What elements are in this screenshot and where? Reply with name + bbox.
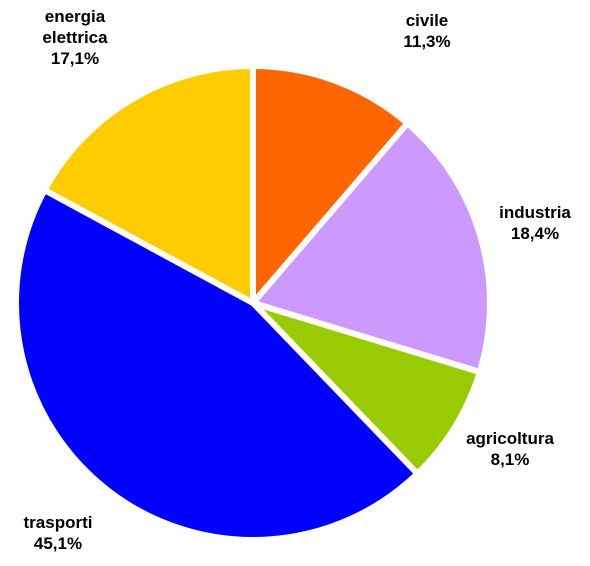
slice-label: trasporti 45,1% [3,512,113,554]
category-label: energia elettrica [42,7,108,47]
value-label: 11,3% [403,32,451,51]
value-label: 8,1% [490,450,530,469]
slice-label: industria 18,4% [480,202,590,244]
pie-slice [250,120,493,375]
pie-slice [250,300,483,477]
slice-label: agricoltura 8,1% [455,428,565,470]
slice-label: civile 11,3% [372,10,482,52]
pie-slice [41,63,256,306]
category-label: agricoltura [466,429,554,448]
pie-slice [250,63,411,306]
slice-label: energia elettrica 17,1% [20,6,130,69]
value-label: 45,1% [33,534,83,553]
value-label: 18,4% [510,224,560,243]
category-label: trasporti [23,513,93,532]
value-label: 17,1% [50,49,100,68]
category-label: industria [499,203,571,222]
pie-slice [13,187,421,543]
category-label: civile [405,11,449,30]
